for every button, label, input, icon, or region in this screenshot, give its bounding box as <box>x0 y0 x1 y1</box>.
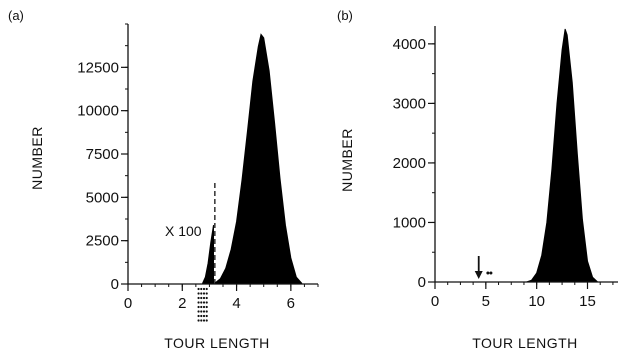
dotted-marker <box>202 292 206 295</box>
panel-a-axes: 0 2500 5000 7500 10000 12500 0 2 4 6 <box>77 23 319 312</box>
dotted-marker <box>205 301 208 304</box>
dotted-marker <box>200 319 203 322</box>
dotted-marker <box>200 314 203 318</box>
y-tick-label: 0 <box>418 274 426 291</box>
dotted-marker <box>197 301 200 304</box>
dotted-marker <box>200 292 203 295</box>
y-tick-label: 7500 <box>86 146 119 163</box>
dotted-marker <box>200 305 203 309</box>
dotted-marker <box>205 305 208 309</box>
x-tick-label: 5 <box>482 293 490 310</box>
y-tick-label: 4000 <box>393 36 426 53</box>
dotted-marker <box>197 296 200 300</box>
panel-b-axes: 0 1000 2000 3000 4000 0 5 10 15 <box>393 26 618 310</box>
panel-a: (a) 0 2500 5000 7500 10000 12500 0 2 4 6 TOUR LEN… <box>8 8 319 351</box>
y-tick-label: 2500 <box>86 233 119 250</box>
panel-label-a: (a) <box>8 8 24 23</box>
panel-b-x-axis-title: TOUR LENGTH <box>472 335 578 351</box>
arrow-marker-head <box>474 271 483 279</box>
x-tick-label: 10 <box>528 293 545 310</box>
dotted-marker <box>197 314 200 318</box>
dotted-marker <box>205 287 208 291</box>
y-tick-label: 5000 <box>86 189 119 206</box>
panel-b-y-axis-title: NUMBER <box>339 128 355 192</box>
dotted-marker <box>200 310 203 313</box>
y-tick-label: 12500 <box>77 59 119 76</box>
x-tick-label: 0 <box>431 293 439 310</box>
panel-label-b: (b) <box>337 8 353 23</box>
dotted-marker <box>202 310 206 313</box>
dotted-marker <box>200 287 203 291</box>
dotted-marker <box>205 310 208 313</box>
dotted-marker <box>205 319 208 322</box>
panel-a-histogram <box>197 33 303 322</box>
dotted-marker <box>202 287 206 291</box>
x-tick-label: 15 <box>579 293 596 310</box>
y-tick-label: 1000 <box>393 214 426 231</box>
dotted-marker <box>197 310 200 313</box>
dotted-marker <box>202 296 206 300</box>
x-tick-label: 0 <box>124 295 132 312</box>
dotted-marker <box>197 287 200 291</box>
panel-a-scale-annotation: X 100 <box>165 223 202 239</box>
y-tick-label: 2000 <box>393 155 426 172</box>
dotted-marker <box>197 305 200 309</box>
histogram-series-0 <box>526 28 599 283</box>
panel-a-y-axis-title: NUMBER <box>29 126 45 190</box>
histogram-series-1 <box>214 33 303 285</box>
dotted-marker <box>202 305 206 309</box>
dotted-marker <box>200 296 203 300</box>
panel-a-x-axis-title: TOUR LENGTH <box>164 335 270 351</box>
dotted-marker <box>205 296 208 300</box>
dotted-marker <box>200 301 203 304</box>
y-tick-label: 0 <box>111 276 119 293</box>
histogram-series-0 <box>202 224 214 285</box>
dotted-marker <box>197 319 200 322</box>
x-tick-label: 6 <box>287 295 295 312</box>
panel-b-histogram <box>474 28 599 283</box>
dotted-marker <box>205 292 208 295</box>
dotted-marker <box>197 292 200 295</box>
dotted-marker <box>202 301 206 304</box>
x-tick-label: 2 <box>178 295 186 312</box>
dotted-marker <box>205 314 208 318</box>
dotted-marker <box>202 319 206 322</box>
x-tick-label: 4 <box>232 295 240 312</box>
y-tick-label: 3000 <box>393 95 426 112</box>
dot-marker <box>486 271 490 275</box>
dotted-marker <box>202 314 206 318</box>
dot-marker <box>489 271 493 275</box>
y-tick-label: 10000 <box>77 103 119 120</box>
